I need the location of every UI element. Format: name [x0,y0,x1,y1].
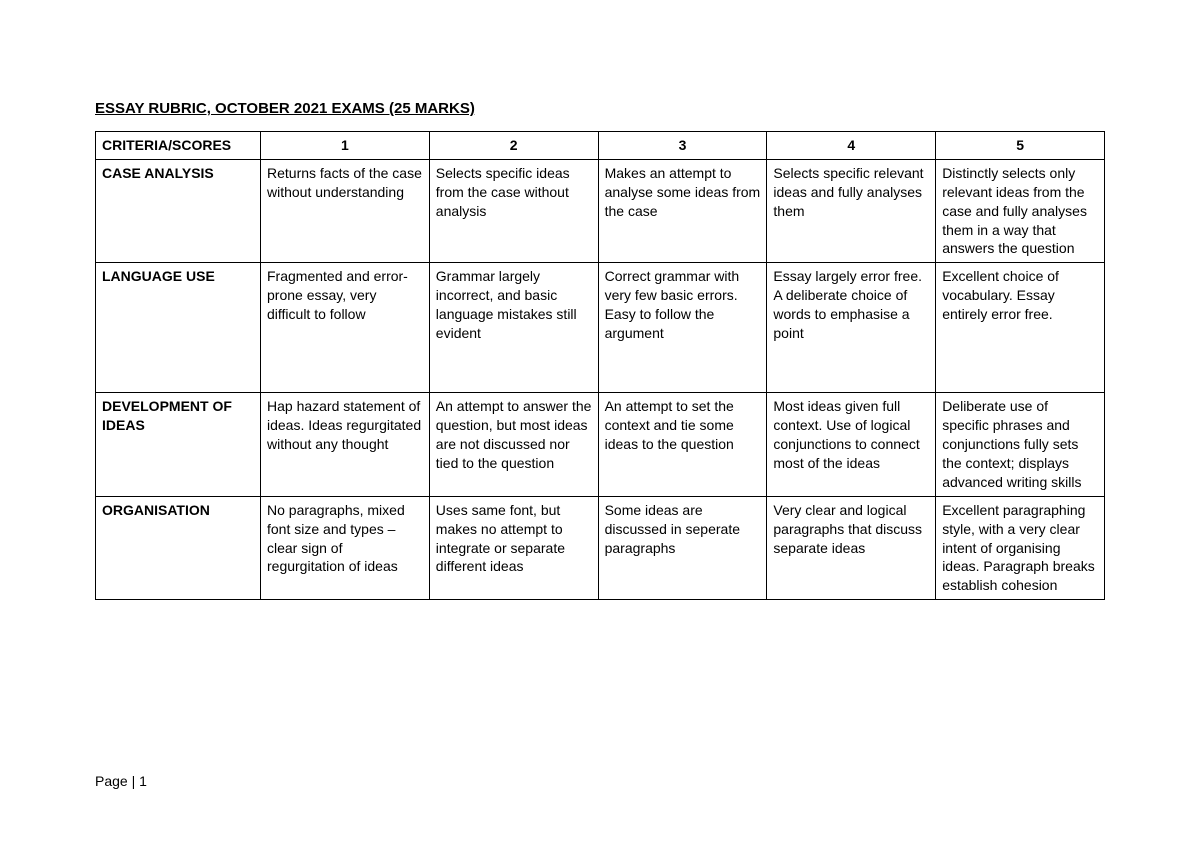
table-row: CASE ANALYSIS Returns facts of the case … [96,159,1105,262]
rubric-cell: An attempt to answer the question, but m… [429,393,598,496]
rubric-cell: No paragraphs, mixed font size and types… [261,496,430,599]
rubric-cell: Most ideas given full context. Use of lo… [767,393,936,496]
rubric-cell: Selects specific ideas from the case wit… [429,159,598,262]
rubric-cell: Deliberate use of specific phrases and c… [936,393,1105,496]
rubric-cell: Returns facts of the case without unders… [261,159,430,262]
criteria-header: CRITERIA/SCORES [96,132,261,160]
page-title: ESSAY RUBRIC, OCTOBER 2021 EXAMS (25 MAR… [95,100,1105,117]
score-header-1: 1 [261,132,430,160]
criteria-cell: ORGANISATION [96,496,261,599]
rubric-table: CRITERIA/SCORES 1 2 3 4 5 CASE ANALYSIS … [95,131,1105,600]
table-header-row: CRITERIA/SCORES 1 2 3 4 5 [96,132,1105,160]
table-row: LANGUAGE USE Fragmented and error-prone … [96,263,1105,393]
rubric-cell: Excellent choice of vocabulary. Essay en… [936,263,1105,393]
table-row: DEVELOPMENT OF IDEAS Hap hazard statemen… [96,393,1105,496]
rubric-cell: Uses same font, but makes no attempt to … [429,496,598,599]
table-row: ORGANISATION No paragraphs, mixed font s… [96,496,1105,599]
score-header-3: 3 [598,132,767,160]
rubric-cell: An attempt to set the context and tie so… [598,393,767,496]
rubric-cell: Very clear and logical paragraphs that d… [767,496,936,599]
rubric-cell: Essay largely error free. A deliberate c… [767,263,936,393]
score-header-4: 4 [767,132,936,160]
document-page: ESSAY RUBRIC, OCTOBER 2021 EXAMS (25 MAR… [0,0,1200,600]
rubric-cell: Makes an attempt to analyse some ideas f… [598,159,767,262]
rubric-cell: Distinctly selects only relevant ideas f… [936,159,1105,262]
score-header-2: 2 [429,132,598,160]
score-header-5: 5 [936,132,1105,160]
rubric-cell: Fragmented and error-prone essay, very d… [261,263,430,393]
rubric-cell: Excellent paragraphing style, with a ver… [936,496,1105,599]
rubric-cell: Grammar largely incorrect, and basic lan… [429,263,598,393]
page-footer: Page | 1 [95,773,147,789]
rubric-cell: Correct grammar with very few basic erro… [598,263,767,393]
criteria-cell: LANGUAGE USE [96,263,261,393]
criteria-cell: DEVELOPMENT OF IDEAS [96,393,261,496]
rubric-cell: Selects specific relevant ideas and full… [767,159,936,262]
rubric-cell: Hap hazard statement of ideas. Ideas reg… [261,393,430,496]
rubric-cell: Some ideas are discussed in seperate par… [598,496,767,599]
criteria-cell: CASE ANALYSIS [96,159,261,262]
